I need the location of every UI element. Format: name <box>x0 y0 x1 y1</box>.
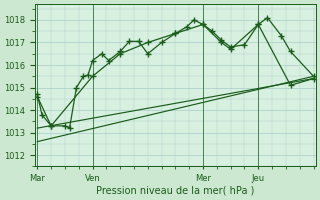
X-axis label: Pression niveau de la mer( hPa ): Pression niveau de la mer( hPa ) <box>96 186 255 196</box>
